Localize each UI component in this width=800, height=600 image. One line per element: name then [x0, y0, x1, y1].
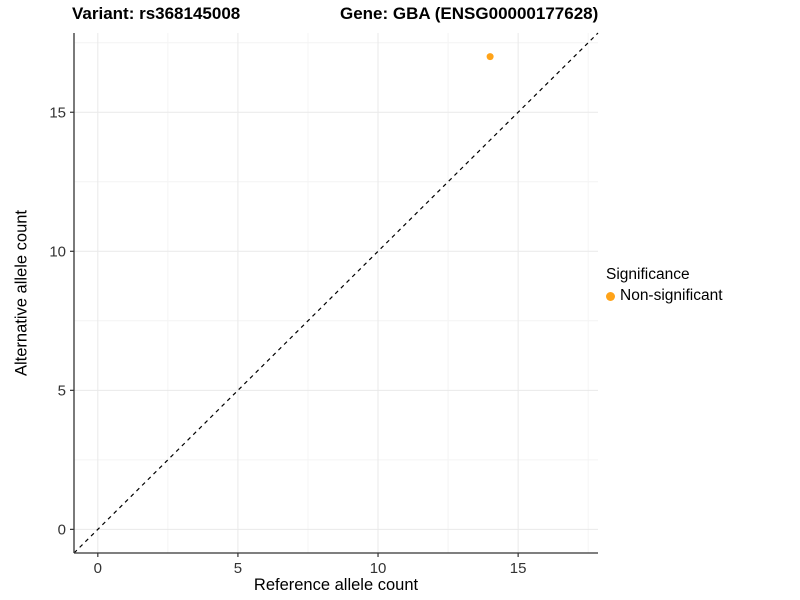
legend-item: Non-significant	[606, 287, 723, 305]
data-point	[486, 53, 494, 61]
x-axis-label: Reference allele count	[253, 576, 419, 594]
legend-item-label: Non-significant	[620, 287, 723, 304]
y-tick-label: 15	[49, 104, 66, 121]
y-tick-label: 10	[49, 243, 66, 260]
x-tick-label: 10	[370, 560, 387, 577]
identity-line	[73, 32, 599, 554]
legend-point-icon	[606, 291, 615, 301]
gene-title: Gene: GBA (ENSG00000177628)	[340, 4, 599, 23]
y-tick-label: 5	[58, 382, 66, 399]
y-axis-label: Alternative allele count	[12, 209, 31, 377]
legend: Significance Non-significant	[606, 266, 723, 305]
x-tick-label: 0	[94, 560, 102, 577]
legend-title: Significance	[606, 266, 690, 283]
x-tick-label: 15	[510, 560, 527, 577]
variant-title: Variant: rs368145008	[72, 4, 241, 23]
y-tick-label: 0	[58, 521, 66, 538]
x-tick-label: 5	[234, 560, 242, 577]
